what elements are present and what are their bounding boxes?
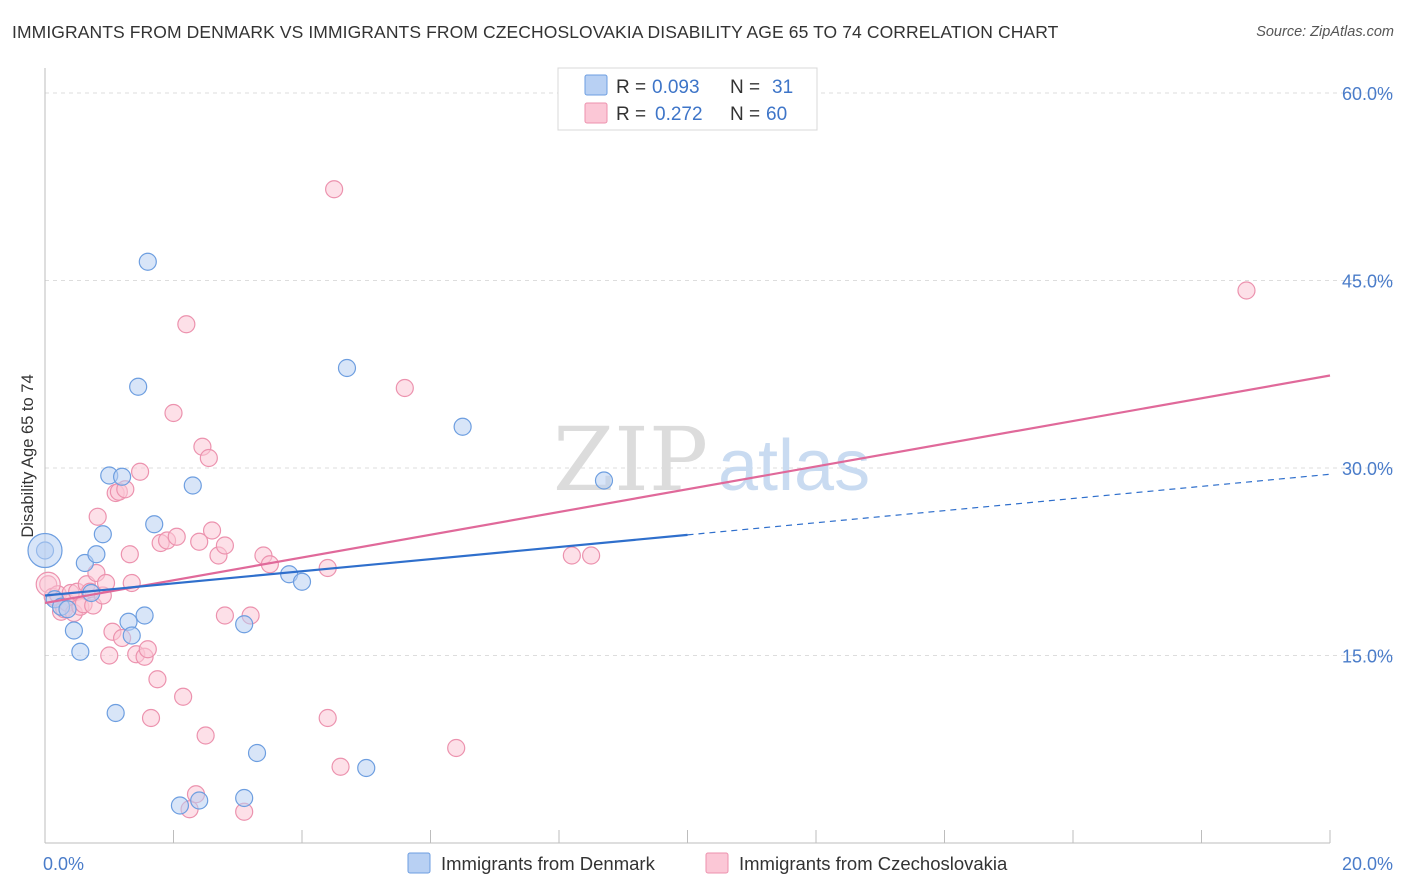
legend-r-label: R =: [616, 104, 646, 125]
czechoslovakia-point: [120, 545, 139, 564]
y-axis-tick-labels: 15.0% 30.0% 45.0% 60.0%: [1342, 84, 1393, 667]
watermark: ZIP atlas: [553, 408, 870, 511]
czechoslovakia-point: [325, 180, 344, 199]
denmark-point: [58, 600, 77, 619]
denmark-point: [247, 743, 267, 763]
denmark-point: [453, 417, 472, 436]
czechoslovakia-point: [174, 687, 193, 706]
czechoslovakia-point: [562, 546, 581, 565]
denmark-point: [183, 476, 202, 495]
czechoslovakia-point: [177, 315, 196, 334]
czechoslovakia-point: [215, 606, 234, 625]
denmark-trend-line-extension: [687, 473, 1331, 536]
denmark-trend-line: [44, 533, 688, 597]
denmark-point: [87, 545, 106, 564]
czechoslovakia-point: [202, 521, 222, 540]
czechoslovakia-point: [138, 640, 157, 659]
denmark-point: [235, 615, 254, 634]
czechoslovakia-point: [88, 507, 107, 526]
czechoslovakia-point: [215, 536, 234, 555]
legend-n-value-denmark: 31: [772, 77, 793, 98]
denmark-point: [71, 642, 90, 661]
denmark-point: [106, 703, 125, 723]
denmark-point: [138, 252, 157, 271]
denmark-point-cluster: [27, 532, 63, 569]
czechoslovakia-point: [331, 757, 350, 776]
denmark-point: [235, 788, 254, 808]
denmark-point: [190, 791, 209, 810]
x-tick-label: 0.0%: [43, 854, 84, 874]
chart-title: IMMIGRANTS FROM DENMARK VS IMMIGRANTS FR…: [12, 22, 1059, 42]
czechoslovakia-point: [199, 448, 218, 468]
y-tick-label: 60.0%: [1342, 84, 1393, 104]
denmark-points-overlay: [27, 252, 614, 815]
source-attribution: Source: ZipAtlas.com: [1256, 24, 1394, 40]
series-legend-swatch-denmark: [407, 852, 431, 874]
y-tick-label: 30.0%: [1342, 459, 1393, 479]
legend-swatch-denmark: [584, 74, 608, 96]
denmark-point: [93, 525, 112, 544]
czechoslovakia-point: [447, 738, 466, 758]
x-tick-label: 20.0%: [1342, 854, 1393, 874]
watermark-atlas: atlas: [718, 426, 870, 506]
y-tick-label: 15.0%: [1342, 647, 1393, 667]
denmark-point: [129, 377, 148, 396]
czechoslovakia-point: [167, 527, 186, 546]
czechoslovakia-point: [130, 462, 150, 481]
legend-box: R = 0.093 N = 31 R = 0.272 N = 60: [557, 67, 818, 131]
x-axis-ticks: [44, 830, 1331, 843]
legend-swatch-czechoslovakia: [584, 102, 608, 124]
legend-n-label: N =: [730, 104, 760, 125]
czechoslovakia-point: [164, 403, 183, 423]
denmark-point: [122, 626, 141, 645]
x-axis-tick-labels: 0.0% 20.0%: [43, 854, 1393, 874]
czechoslovakia-point: [141, 708, 161, 728]
series-legend-label-denmark: Immigrants from Denmark: [441, 853, 656, 874]
legend-n-value-czechoslovakia: 60: [766, 104, 787, 125]
legend-r-value-czechoslovakia: 0.272: [655, 104, 703, 125]
czechoslovakia-point: [190, 532, 209, 551]
denmark-point: [292, 572, 312, 591]
czechoslovakia-point: [318, 708, 337, 728]
series-legend-label-czechoslovakia: Immigrants from Czechoslovakia: [739, 853, 1008, 874]
y-axis-label: Disability Age 65 to 74: [19, 374, 37, 537]
czechoslovakia-trend-line: [44, 374, 1331, 605]
denmark-point: [64, 621, 84, 640]
czechoslovakia-point: [395, 378, 414, 398]
series-legend: Immigrants from Denmark Immigrants from …: [407, 852, 1008, 874]
czechoslovakia-point: [100, 646, 119, 665]
denmark-point: [357, 758, 376, 778]
legend-n-label: N =: [730, 77, 760, 98]
series-legend-swatch-czechoslovakia: [705, 852, 729, 874]
denmark-point: [170, 796, 190, 815]
czechoslovakia-point: [582, 546, 601, 565]
denmark-point: [135, 606, 154, 625]
czechoslovakia-point: [148, 670, 167, 689]
y-tick-label: 45.0%: [1342, 272, 1393, 292]
czechoslovakia-point: [196, 726, 215, 745]
gridlines: [45, 92, 1395, 656]
legend-r-label: R =: [616, 77, 646, 98]
denmark-point: [337, 358, 357, 378]
legend-r-value-denmark: 0.093: [652, 77, 700, 98]
denmark-point: [145, 515, 164, 534]
watermark-zip: ZIP: [553, 408, 708, 511]
denmark-point: [112, 467, 132, 486]
czechoslovakia-point: [1237, 281, 1256, 300]
trend-lines: [44, 374, 1331, 605]
denmark-point: [594, 471, 614, 490]
